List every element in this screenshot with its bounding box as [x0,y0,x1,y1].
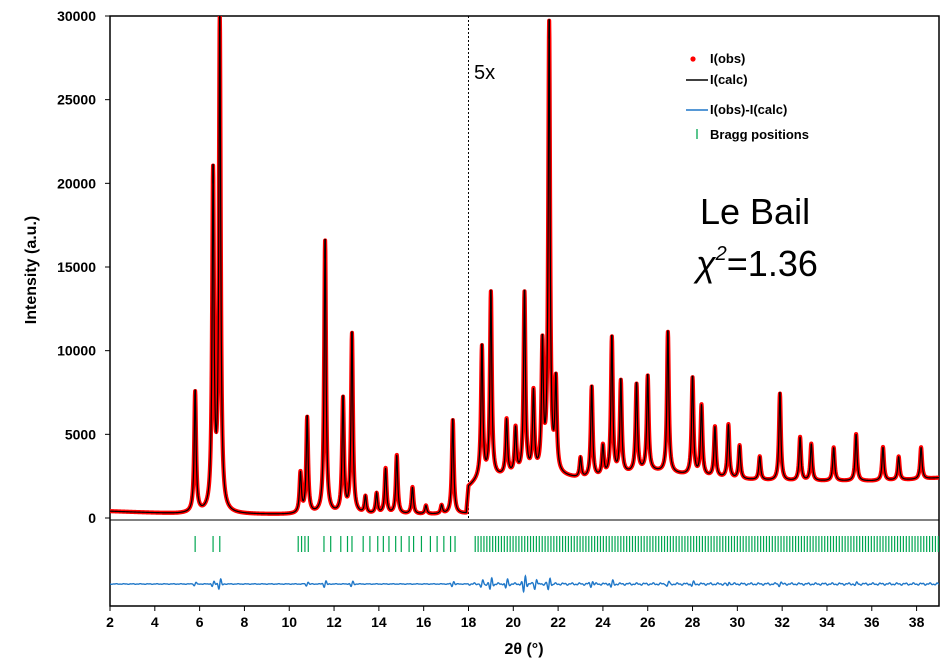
y-tick-label: 10000 [57,343,96,359]
annotation-le-bail: Le Bail [700,191,810,232]
x-tick-label: 34 [819,614,835,630]
x-tick-label: 32 [774,614,790,630]
legend-obs-label: I(obs) [710,51,745,66]
series-calc-peak-tips [194,16,781,439]
x-tick-label: 36 [864,614,880,630]
y-tick-label: 15000 [57,259,96,275]
legend-bragg-label: Bragg positions [710,127,809,142]
x-tick-label: 28 [685,614,701,630]
x-tick-label: 12 [326,614,342,630]
y-tick-label: 30000 [57,8,96,24]
y-tick-label: 20000 [57,175,96,191]
legend-calc-label: I(calc) [710,72,748,87]
x-tick-label: 30 [730,614,746,630]
x-tick-label: 22 [550,614,566,630]
x-tick-label: 20 [506,614,522,630]
x-tick-label: 18 [461,614,477,630]
x-tick-label: 38 [909,614,925,630]
x-tick-label: 14 [371,614,387,630]
x-axis-title: 2θ (°) [504,641,543,658]
split-label: 5x [474,62,495,84]
chi-value: =1.36 [727,243,818,284]
series-bragg [194,536,939,552]
legend-obs-marker [690,56,696,62]
x-tick-label: 26 [640,614,656,630]
y-tick-label: 0 [88,510,96,526]
annotation-chi: χ2=1.36 [693,243,818,284]
chi-superscript: 2 [715,243,727,265]
y-axis-title: Intensity (a.u.) [23,216,40,324]
x-tick-label: 4 [151,614,159,630]
chi-symbol: χ [693,243,717,284]
x-tick-label: 24 [595,614,611,630]
y-tick-label: 5000 [65,426,96,442]
series-diff [110,574,939,594]
x-tick-label: 8 [241,614,249,630]
x-tick-label: 16 [416,614,432,630]
x-axis-ticks: 2 4 6 8 10 12 14 16 18 20 22 24 26 28 30 32 34 36 38 [106,606,925,630]
plot-area-frame [109,15,940,607]
y-axis-ticks: 0 5000 10000 15000 20000 25000 30000 [57,8,110,526]
x-tick-label: 2 [106,614,114,630]
y-tick-label: 25000 [57,92,96,108]
x-tick-label: 10 [281,614,297,630]
legend-diff-label: I(obs)-I(calc) [710,102,787,117]
x-tick-label: 6 [196,614,204,630]
legend: I(obs) I(calc) I(obs)-I(calc) Bragg posi… [686,51,809,142]
